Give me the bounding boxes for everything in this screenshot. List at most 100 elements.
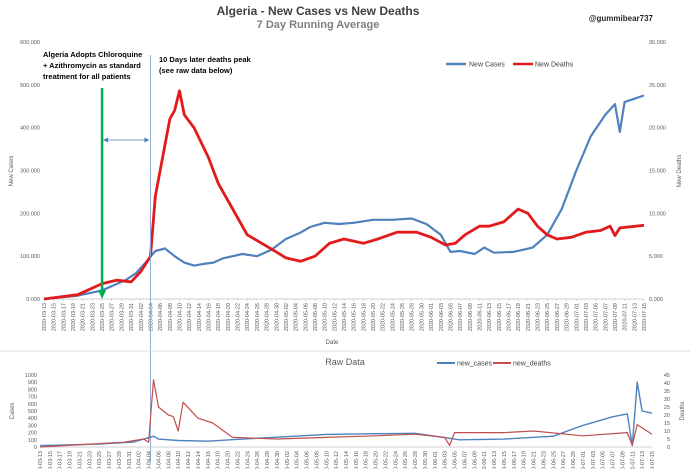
main-y2-tick: 25.000 bbox=[649, 83, 666, 89]
main-x-tick: 2020-04-10 bbox=[177, 303, 183, 331]
main-x-tick: 2020-05-20 bbox=[371, 303, 377, 331]
main-y2-tick: 5.000 bbox=[649, 254, 663, 260]
raw-x-tick: 2020-07-09 bbox=[620, 451, 626, 469]
raw-y2-tick: 15 bbox=[664, 421, 670, 427]
raw-x-tick: 2020-04-28 bbox=[265, 451, 271, 469]
adoption-arrow-head bbox=[98, 290, 107, 299]
main-x-tick: 2020-07-01 bbox=[574, 303, 580, 331]
raw-x-tick: 2020-06-05 bbox=[453, 451, 459, 469]
main-x-tick: 2020-06-19 bbox=[516, 303, 522, 331]
raw-x-tick: 2020-03-27 bbox=[107, 451, 113, 469]
main-x-tick: 2020-04-16 bbox=[207, 303, 213, 331]
main-x-tick: 2020-04-06 bbox=[158, 303, 164, 331]
annotation-chloroquine: Algeria Adopts Chloroquine bbox=[43, 50, 142, 59]
raw-x-tick: 2020-04-14 bbox=[196, 451, 202, 469]
main-x-tick: 2020-06-07 bbox=[458, 303, 464, 331]
main-x-tick: 2020-05-26 bbox=[400, 303, 406, 331]
raw-cases-line bbox=[39, 381, 653, 447]
raw-x-tick: 2020-03-21 bbox=[77, 451, 83, 469]
raw-x-tick: 2020-04-22 bbox=[235, 451, 241, 469]
main-x-tick: 2020-07-03 bbox=[584, 303, 590, 331]
raw-deaths-line bbox=[39, 379, 653, 448]
raw-x-tick: 2020-03-29 bbox=[117, 451, 123, 469]
raw-y2-tick: 5 bbox=[667, 437, 670, 443]
raw-x-tick: 2020-05-10 bbox=[324, 451, 330, 469]
main-x-tick: 2020-03-23 bbox=[90, 303, 96, 331]
raw-x-tick: 2020-04-16 bbox=[206, 451, 212, 469]
main-x-label: Date bbox=[326, 340, 339, 346]
raw-x-tick: 2020-03-23 bbox=[87, 451, 93, 469]
raw-x-tick: 2020-03-15 bbox=[48, 451, 54, 469]
raw-x-tick: 2020-05-30 bbox=[423, 451, 429, 469]
raw-y-tick: 100 bbox=[28, 438, 37, 444]
main-x-tick: 2020-05-30 bbox=[419, 303, 425, 331]
raw-x-tick: 2020-05-14 bbox=[344, 451, 350, 469]
raw-y-label: Cases bbox=[10, 402, 16, 419]
main-x-tick: 2020-03-15 bbox=[52, 303, 58, 331]
raw-x-tick: 2020-07-13 bbox=[640, 451, 646, 469]
raw-y2-tick: 30 bbox=[664, 397, 670, 403]
new-cases-line bbox=[43, 94, 645, 301]
raw-x-tick: 2020-07-01 bbox=[581, 451, 587, 469]
raw-x-tick: 2020-04-26 bbox=[255, 451, 261, 469]
raw-x-tick: 2020-05-18 bbox=[364, 451, 370, 469]
raw-x-tick: 2020-05-28 bbox=[413, 451, 419, 469]
main-x-tick: 2020-06-05 bbox=[448, 303, 454, 331]
raw-x-tick: 2020-04-04 bbox=[147, 451, 153, 469]
legend-label-deaths: New Deaths bbox=[535, 62, 574, 69]
main-x-tick: 2020-03-13 bbox=[42, 303, 48, 331]
main-x-tick: 2020-06-03 bbox=[439, 303, 445, 331]
main-y2-tick: 0.000 bbox=[649, 297, 663, 303]
main-y-tick: 400.000 bbox=[20, 126, 40, 132]
main-x-tick: 2020-03-21 bbox=[81, 303, 87, 331]
main-x-tick: 2020-07-07 bbox=[603, 303, 609, 331]
main-x-tick: 2020-04-08 bbox=[168, 303, 174, 331]
raw-x-tick: 2020-07-03 bbox=[591, 451, 597, 469]
main-y-label: New Cases bbox=[9, 156, 15, 187]
main-x-tick: 2020-03-17 bbox=[61, 303, 67, 331]
raw-x-tick: 2020-05-06 bbox=[305, 451, 311, 469]
raw-y-tick: 600 bbox=[28, 402, 37, 408]
raw-x-tick: 2020-04-20 bbox=[226, 451, 232, 469]
raw-x-tick: 2020-05-26 bbox=[403, 451, 409, 469]
span-arrowhead-right bbox=[144, 137, 150, 143]
main-x-tick: 2020-06-11 bbox=[477, 303, 483, 331]
author-handle: @gummibear737 bbox=[589, 14, 654, 23]
main-x-tick: 2020-06-23 bbox=[536, 303, 542, 331]
raw-y-tick: 700 bbox=[28, 395, 37, 401]
main-x-tick: 2020-04-12 bbox=[187, 303, 193, 331]
raw-y2-tick: 0 bbox=[667, 445, 670, 451]
main-x-tick: 2020-03-31 bbox=[129, 303, 135, 331]
main-x-tick: 2020-06-25 bbox=[545, 303, 551, 331]
raw-chart-title: Raw Data bbox=[325, 357, 365, 367]
main-x-tick: 2020-07-11 bbox=[623, 303, 629, 331]
main-x-tick: 2020-06-29 bbox=[565, 303, 571, 331]
raw-x-tick: 2020-05-02 bbox=[285, 451, 291, 469]
main-y-tick: 300.000 bbox=[20, 169, 40, 175]
main-x-tick: 2020-06-13 bbox=[487, 303, 493, 331]
raw-y2-tick: 35 bbox=[664, 389, 670, 395]
raw-x-tick: 2020-04-30 bbox=[275, 451, 281, 469]
main-y2-tick: 15.000 bbox=[649, 169, 666, 175]
raw-y-tick: 800 bbox=[28, 387, 37, 393]
main-x-tick: 2020-04-04 bbox=[148, 303, 154, 331]
main-x-tick: 2020-04-28 bbox=[265, 303, 271, 331]
chart-subtitle: 7 Day Running Average bbox=[257, 19, 380, 31]
main-y-tick: 200.000 bbox=[20, 211, 40, 217]
raw-x-tick: 2020-03-25 bbox=[97, 451, 103, 469]
raw-x-tick: 2020-06-13 bbox=[492, 451, 498, 469]
main-y-tick: 100.000 bbox=[20, 254, 40, 260]
annotation-chloroquine: + Azithromycin as standard bbox=[43, 61, 141, 70]
main-chart: 0.000100.000200.000300.000400.000500.000… bbox=[9, 40, 683, 462]
main-x-tick: 2020-05-24 bbox=[390, 303, 396, 331]
raw-x-tick: 2020-06-09 bbox=[472, 451, 478, 469]
raw-x-tick: 2020-03-13 bbox=[38, 451, 44, 469]
raw-y2-tick: 25 bbox=[664, 405, 670, 411]
raw-y2-tick: 10 bbox=[664, 429, 670, 435]
raw-x-tick: 2020-06-25 bbox=[551, 451, 557, 469]
raw-x-tick: 2020-07-05 bbox=[601, 451, 607, 469]
raw-legend-label-cases: new_cases bbox=[457, 361, 493, 368]
raw-x-tick: 2020-05-16 bbox=[354, 451, 360, 469]
annotation-chloroquine: treatment for all patients bbox=[43, 72, 131, 81]
